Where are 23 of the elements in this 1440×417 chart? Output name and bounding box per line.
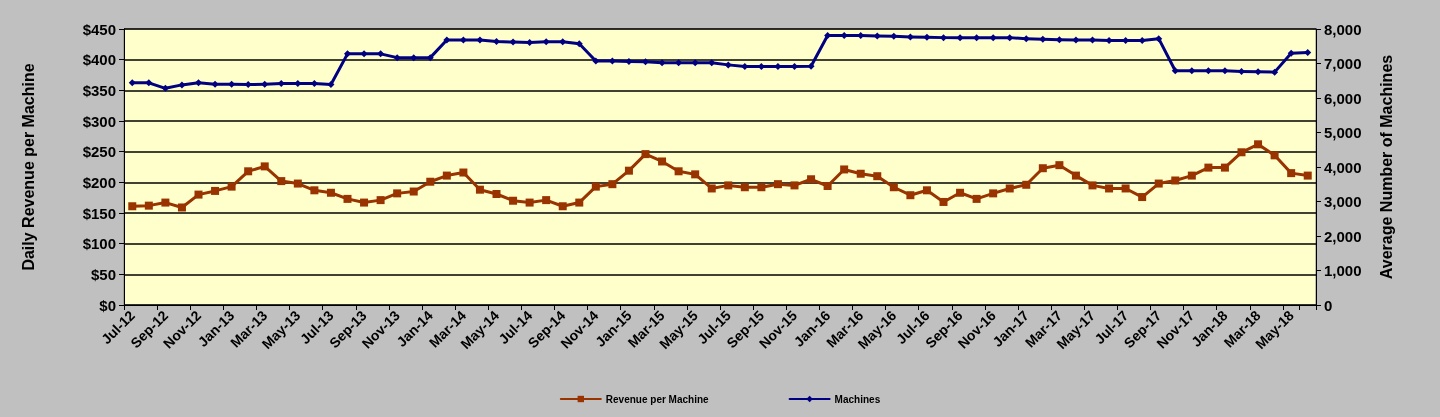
y-tick-label: $400	[82, 51, 116, 69]
y-tick-label: $150	[82, 204, 116, 222]
y2-axis-title: Average Number of Machines	[1377, 54, 1395, 280]
y2-tick-label: 1,000	[1324, 262, 1362, 279]
y2-tick-label: 3,000	[1324, 193, 1362, 210]
y-tick-label: $350	[82, 81, 116, 99]
y-tick-label: $250	[82, 143, 116, 161]
y-tick-label: $0	[99, 296, 116, 314]
y-axis-title: Daily Revenue per Machine	[19, 63, 37, 271]
y2-tick-label: 6,000	[1324, 89, 1362, 107]
y-tick-label: $300	[82, 112, 116, 130]
y2-tick-label: 7,000	[1324, 55, 1362, 72]
y2-tick-label: 2,000	[1324, 227, 1362, 245]
legend-label: Revenue per Machine	[605, 393, 710, 405]
y2-tick-label: 0	[1324, 296, 1333, 314]
y-tick-label: $50	[90, 265, 116, 283]
y-tick-label: $450	[82, 20, 116, 38]
y-tick-label: $100	[82, 235, 116, 253]
y-tick-label: $200	[82, 173, 116, 191]
y2-tick-label: 8,000	[1324, 20, 1362, 38]
legend-label: Machines	[834, 393, 881, 405]
y2-tick-label: 4,000	[1324, 158, 1362, 176]
y2-tick-label: 5,000	[1324, 124, 1362, 141]
